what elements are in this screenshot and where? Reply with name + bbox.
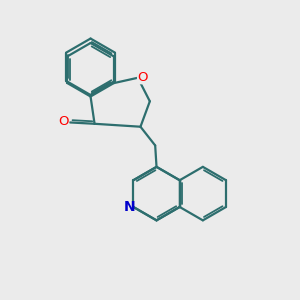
Text: O: O: [58, 116, 69, 128]
Text: O: O: [138, 71, 148, 84]
Text: N: N: [124, 200, 136, 214]
Text: O: O: [58, 116, 69, 128]
Text: O: O: [138, 70, 148, 83]
